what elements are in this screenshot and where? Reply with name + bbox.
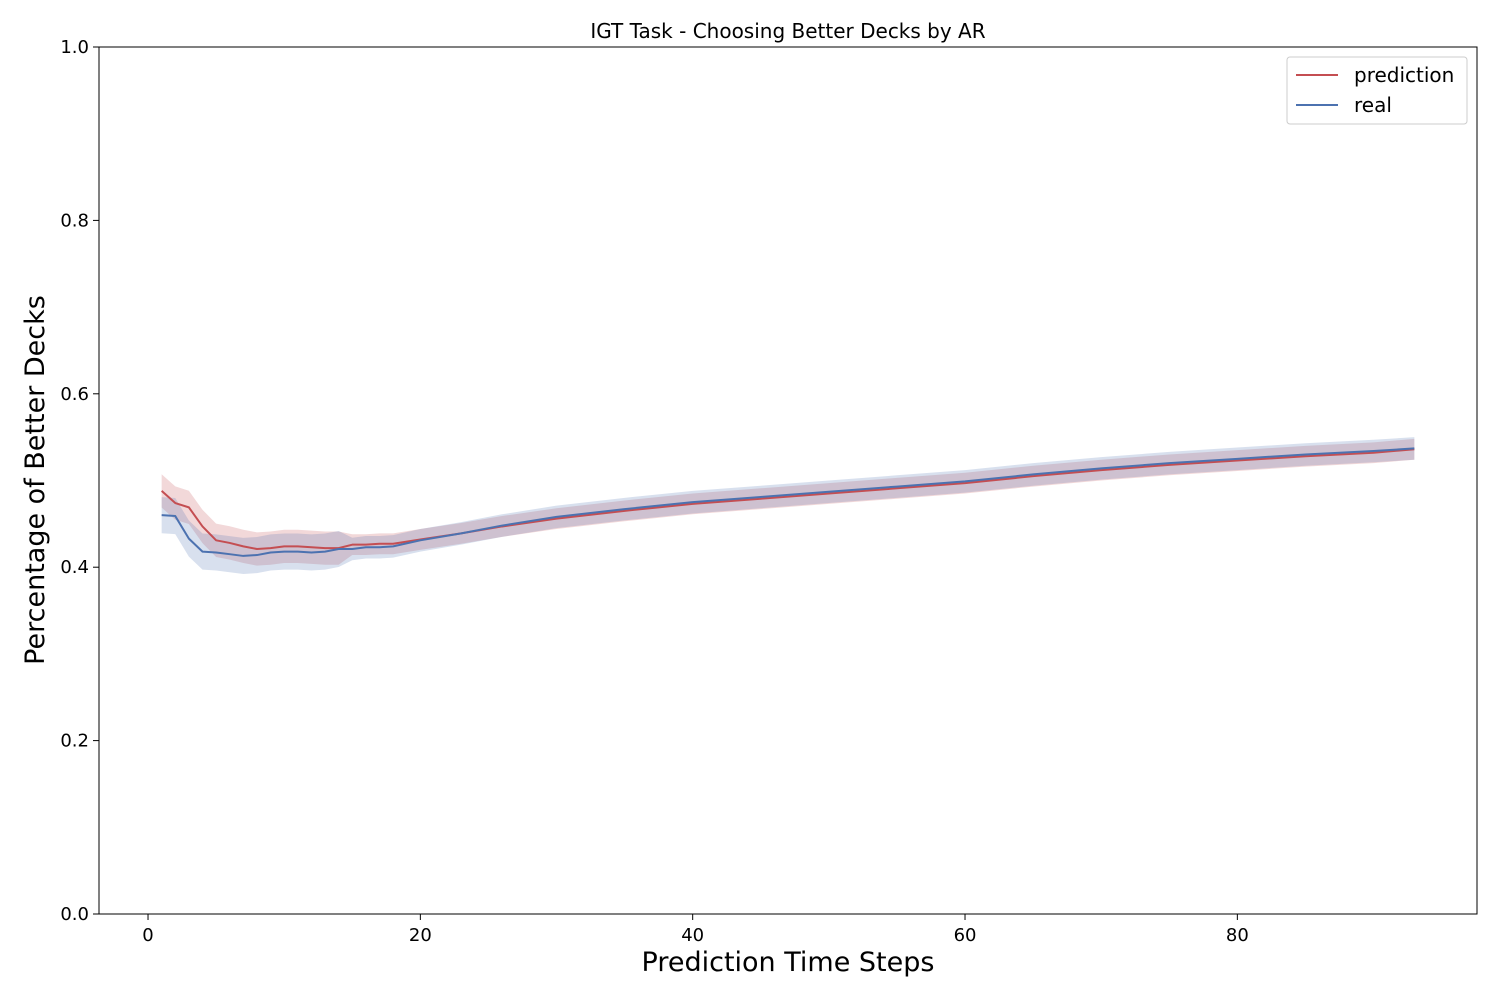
y-axis-ticks: 0.0 0.2 0.4 0.6 0.8 1.0 [60, 37, 99, 925]
x-tick-label: 0 [142, 925, 153, 946]
confidence-bands [161, 437, 1415, 574]
band-real [161, 437, 1415, 574]
series-lines [160, 447, 1415, 557]
y-tick-label: 0.0 [60, 904, 89, 925]
y-axis-label: Percentage of Better Decks [20, 295, 51, 665]
legend-label-real: real [1354, 93, 1392, 117]
legend: prediction real [1286, 56, 1468, 125]
y-tick-label: 0.8 [60, 210, 89, 231]
y-tick-label: 1.0 [60, 37, 89, 58]
x-tick-label: 20 [409, 925, 432, 946]
y-tick-label: 0.6 [60, 384, 89, 405]
chart-title: IGT Task - Choosing Better Decks by AR [590, 19, 985, 43]
y-tick-label: 0.4 [60, 557, 89, 578]
legend-label-prediction: prediction [1354, 63, 1454, 87]
plot-frame [98, 46, 1478, 915]
legend-box [1286, 56, 1468, 125]
x-tick-label: 40 [681, 925, 704, 946]
y-tick-label: 0.2 [60, 731, 89, 752]
x-axis-label: Prediction Time Steps [642, 947, 935, 978]
line-prediction [160, 448, 1415, 550]
x-axis-ticks: 0 20 40 60 80 [142, 914, 1249, 946]
x-tick-label: 60 [954, 925, 977, 946]
x-tick-label: 80 [1226, 925, 1249, 946]
line-real [161, 447, 1415, 557]
